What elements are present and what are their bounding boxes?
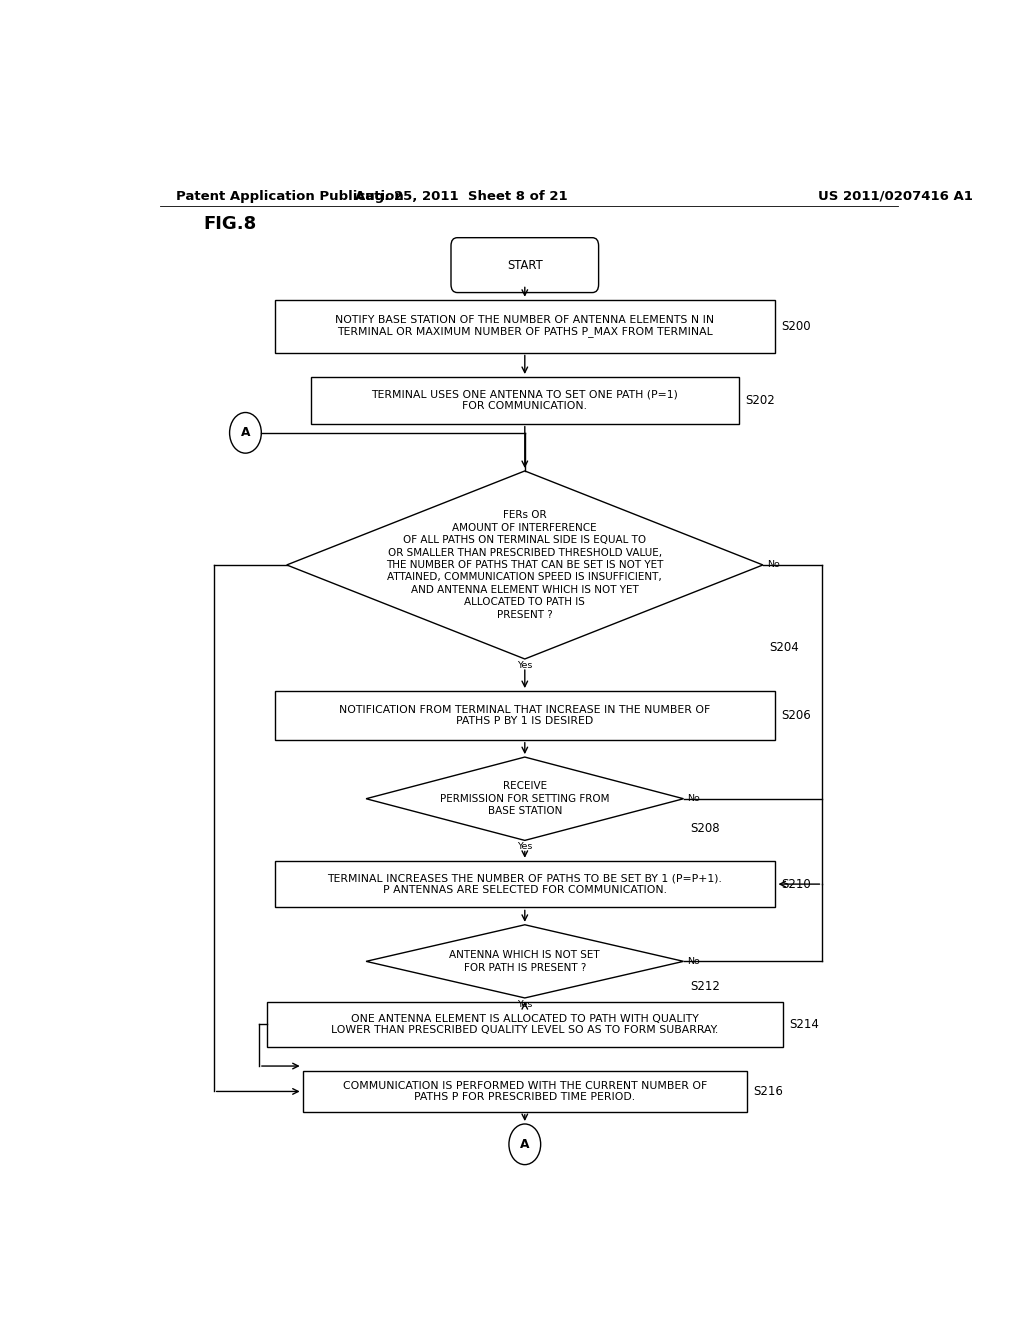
Text: No: No xyxy=(687,795,700,804)
Text: ONE ANTENNA ELEMENT IS ALLOCATED TO PATH WITH QUALITY
LOWER THAN PRESCRIBED QUAL: ONE ANTENNA ELEMENT IS ALLOCATED TO PATH… xyxy=(331,1014,719,1035)
Text: Yes: Yes xyxy=(517,842,532,851)
Text: No: No xyxy=(767,561,779,569)
FancyBboxPatch shape xyxy=(451,238,599,293)
Bar xyxy=(274,690,775,739)
Text: US 2011/0207416 A1: US 2011/0207416 A1 xyxy=(818,190,973,202)
Text: S206: S206 xyxy=(781,709,811,722)
Text: COMMUNICATION IS PERFORMED WITH THE CURRENT NUMBER OF
PATHS P FOR PRESCRIBED TIM: COMMUNICATION IS PERFORMED WITH THE CURR… xyxy=(343,1081,707,1102)
Text: No: No xyxy=(687,957,700,966)
Text: S208: S208 xyxy=(690,822,720,836)
Text: S200: S200 xyxy=(781,319,811,333)
Text: S202: S202 xyxy=(745,393,775,407)
Text: FERs OR
AMOUNT OF INTERFERENCE
OF ALL PATHS ON TERMINAL SIDE IS EQUAL TO
OR SMAL: FERs OR AMOUNT OF INTERFERENCE OF ALL PA… xyxy=(386,511,664,619)
Polygon shape xyxy=(367,925,684,998)
Text: S204: S204 xyxy=(769,642,799,653)
Text: A: A xyxy=(241,426,250,440)
Text: Yes: Yes xyxy=(517,1001,532,1008)
Text: NOTIFY BASE STATION OF THE NUMBER OF ANTENNA ELEMENTS N IN
TERMINAL OR MAXIMUM N: NOTIFY BASE STATION OF THE NUMBER OF ANT… xyxy=(335,315,715,338)
Text: NOTIFICATION FROM TERMINAL THAT INCREASE IN THE NUMBER OF
PATHS P BY 1 IS DESIRE: NOTIFICATION FROM TERMINAL THAT INCREASE… xyxy=(339,705,711,726)
Bar xyxy=(303,1071,748,1111)
Text: Yes: Yes xyxy=(517,661,532,671)
Text: ANTENNA WHICH IS NOT SET
FOR PATH IS PRESENT ?: ANTENNA WHICH IS NOT SET FOR PATH IS PRE… xyxy=(450,950,600,973)
Text: S212: S212 xyxy=(690,979,720,993)
Polygon shape xyxy=(367,758,684,841)
Polygon shape xyxy=(287,471,763,659)
Text: S214: S214 xyxy=(790,1018,819,1031)
Bar xyxy=(267,1002,782,1047)
Text: FIG.8: FIG.8 xyxy=(204,215,257,234)
Text: A: A xyxy=(520,1138,529,1151)
Bar xyxy=(274,861,775,907)
Bar xyxy=(310,378,739,424)
Text: S210: S210 xyxy=(781,878,811,891)
Circle shape xyxy=(229,413,261,453)
Text: Aug. 25, 2011  Sheet 8 of 21: Aug. 25, 2011 Sheet 8 of 21 xyxy=(355,190,567,202)
Circle shape xyxy=(509,1125,541,1164)
Bar xyxy=(274,300,775,352)
Text: TERMINAL INCREASES THE NUMBER OF PATHS TO BE SET BY 1 (P=P+1).
P ANTENNAS ARE SE: TERMINAL INCREASES THE NUMBER OF PATHS T… xyxy=(328,874,722,895)
Text: S216: S216 xyxy=(754,1085,783,1098)
Text: TERMINAL USES ONE ANTENNA TO SET ONE PATH (P=1)
FOR COMMUNICATION.: TERMINAL USES ONE ANTENNA TO SET ONE PAT… xyxy=(372,389,678,411)
Text: START: START xyxy=(507,259,543,272)
Text: RECEIVE
PERMISSION FOR SETTING FROM
BASE STATION: RECEIVE PERMISSION FOR SETTING FROM BASE… xyxy=(440,781,609,816)
Text: Patent Application Publication: Patent Application Publication xyxy=(176,190,403,202)
